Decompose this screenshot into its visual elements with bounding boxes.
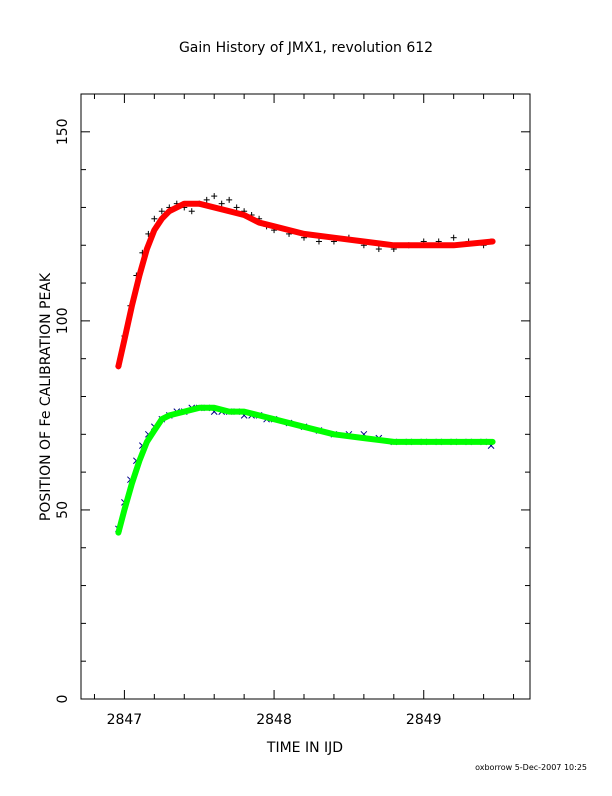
y-tick-label: 150 (55, 118, 71, 145)
data-point (375, 246, 382, 253)
data-point (211, 193, 218, 200)
data-point (151, 215, 158, 222)
data-point (188, 208, 195, 215)
footer-stamp: oxborrow 5-Dec-2007 10:25 (475, 763, 587, 772)
tick-labels: 2847 2848 2849 0 50 100 150 (55, 118, 442, 728)
y-tick-label: 100 (55, 308, 71, 335)
data-point (203, 196, 210, 203)
y-tick-label: 0 (55, 695, 71, 704)
x-axis-label: TIME IN IJD (266, 740, 343, 756)
data-point (158, 208, 165, 215)
fit-line-3 (115, 404, 496, 536)
fit-line-2 (115, 200, 496, 370)
tick-marks (81, 94, 530, 700)
chart-title: Gain History of JMX1, revolution 612 (179, 40, 433, 56)
x-tick-label: 2847 (107, 712, 143, 728)
series-layer (115, 193, 496, 536)
x-tick-label: 2849 (406, 712, 442, 728)
y-axis-label: POSITION OF Fe CALIBRATION PEAK (38, 272, 54, 521)
x-tick-label: 2848 (256, 712, 292, 728)
data-point (218, 200, 225, 207)
data-point (233, 204, 240, 211)
data-point (226, 196, 233, 203)
data-point (450, 234, 457, 241)
data-point (315, 238, 322, 245)
y-tick-label: 50 (55, 501, 71, 519)
plot-frame (80, 93, 531, 700)
